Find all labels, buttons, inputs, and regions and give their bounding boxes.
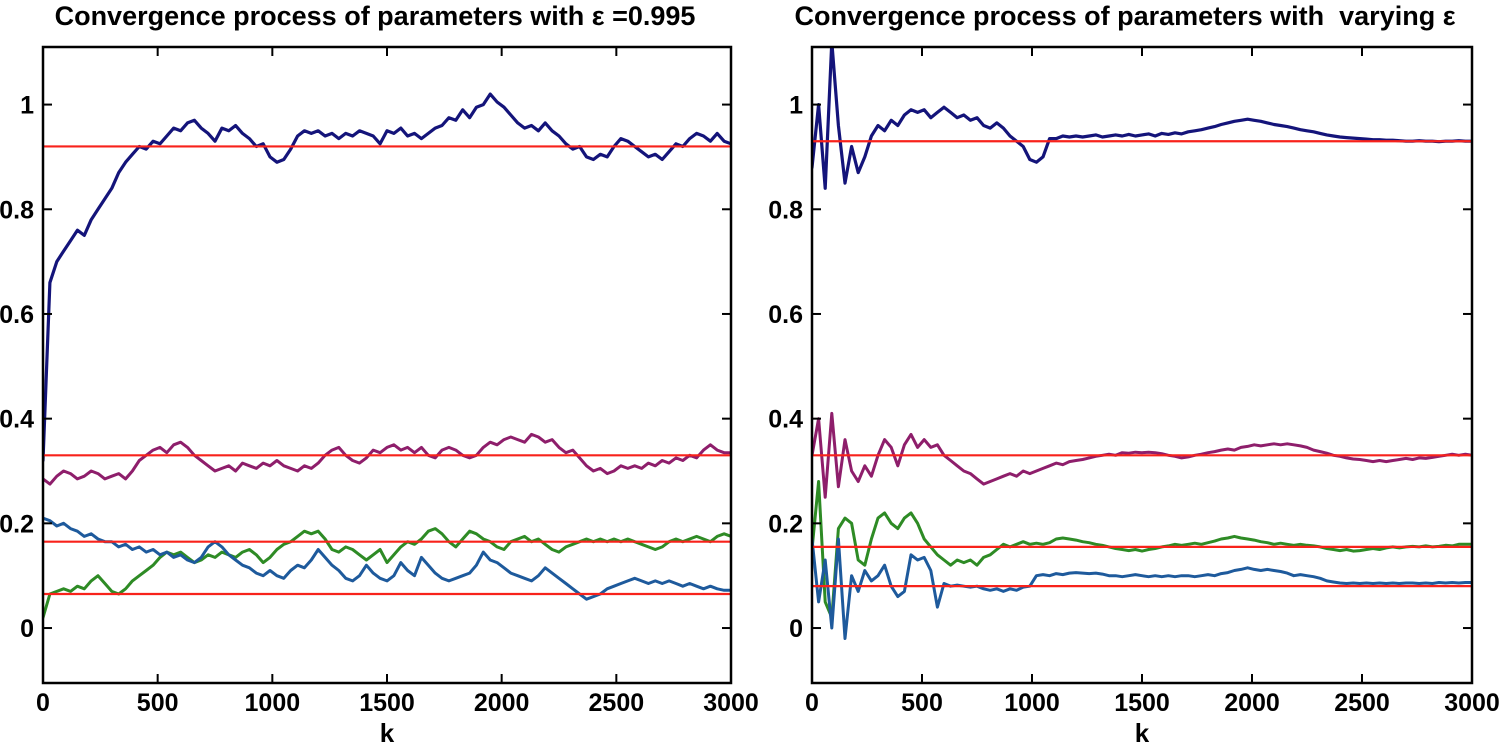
y-tick-label: 1 — [20, 92, 34, 120]
x-tick-label: 500 — [137, 689, 179, 717]
panel-right: Convergence process of parameters with v… — [750, 0, 1500, 747]
plot-area — [43, 92, 731, 620]
plot-canvas-left: 0 500 1000 1500 2000 2500 3000 0 0.2 0.4 0.6 0.8 1 k — [0, 45, 759, 747]
y-tick-label: 0.8 — [768, 196, 803, 224]
x-tick-label: 2500 — [1334, 689, 1390, 717]
series-navy-parameter-estimate — [812, 47, 1472, 190]
plot-canvas-right: 0 500 1000 1500 2000 2500 3000 0 0.2 0.4 0.6 0.8 1 k — [768, 45, 1500, 747]
y-tick-label: 0.8 — [0, 196, 34, 224]
y-tick-label: 0.2 — [768, 510, 803, 538]
x-tick-label: 3000 — [703, 689, 759, 717]
x-tick-label: 1000 — [245, 689, 301, 717]
plot-title-left: Convergence process of parameters with ε… — [54, 1, 696, 31]
y-tick-label: 0.2 — [0, 510, 34, 538]
series-green-parameter-estimate — [43, 527, 731, 620]
x-tick-label: 1000 — [1004, 689, 1060, 717]
series-green-parameter-estimate — [812, 480, 1472, 620]
panel-left: Convergence process of parameters with ε… — [0, 1, 759, 747]
series-magenta-parameter-estimate — [812, 411, 1472, 499]
y-tick-label: 0.6 — [768, 301, 803, 329]
plot-title-right: Convergence process of parameters with v… — [794, 1, 1456, 31]
series-magenta-parameter-estimate — [43, 432, 731, 486]
x-tick-label: 2000 — [474, 689, 530, 717]
x-tick-label: 2000 — [1224, 689, 1280, 717]
y-tick-label: 0.4 — [0, 406, 34, 434]
series-blue-parameter-estimate — [43, 516, 731, 601]
y-tick-label: 0.6 — [0, 301, 34, 329]
plot-area — [812, 47, 1472, 640]
x-tick-label: 0 — [805, 689, 819, 717]
x-tick-label: 0 — [36, 689, 50, 717]
y-tick-label: 0 — [20, 615, 34, 643]
axis-box — [810, 45, 1474, 685]
x-axis-label: k — [380, 718, 395, 747]
x-tick-label: 1500 — [359, 689, 415, 717]
y-tick-label: 0.4 — [768, 406, 803, 434]
y-tick-label: 1 — [789, 92, 803, 120]
series-navy-parameter-estimate — [43, 92, 731, 463]
series-blue-parameter-estimate — [812, 537, 1472, 640]
x-tick-label: 500 — [901, 689, 943, 717]
x-tick-label: 3000 — [1444, 689, 1500, 717]
x-axis-label: k — [1135, 718, 1150, 747]
y-tick-label: 0 — [789, 615, 803, 643]
x-tick-label: 1500 — [1114, 689, 1170, 717]
x-tick-label: 2500 — [589, 689, 645, 717]
